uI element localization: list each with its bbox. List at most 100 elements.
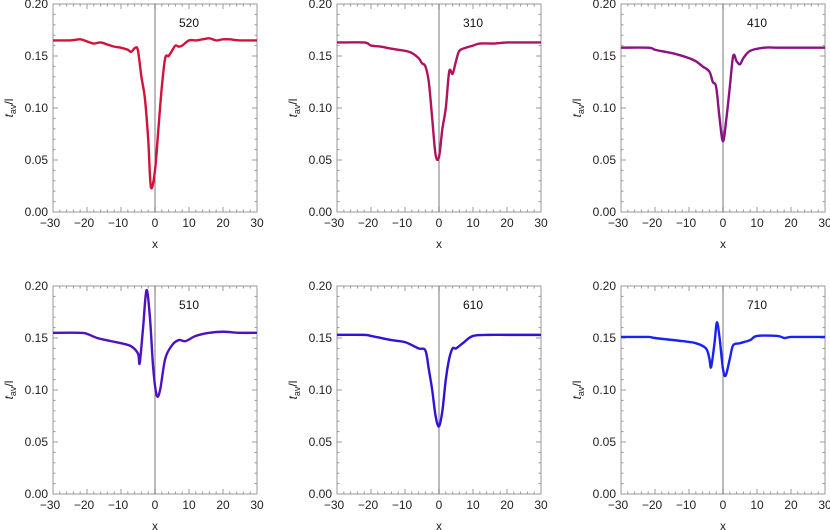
subplot-520: −30 −20 −10 0 10 20 30 0.00 0.05 0.10 0.15 0.20 x tav… [2, 0, 264, 251]
y-tick-label: 0.15 [309, 49, 333, 63]
series-line [336, 41, 542, 162]
x-axis-label: x [152, 519, 158, 530]
x-axis-label: x [720, 237, 726, 251]
x-tick-label: −10 [676, 498, 697, 512]
x-axis-label: x [720, 519, 726, 530]
y-tick-label: 0.20 [25, 279, 49, 293]
x-tick-label: −10 [676, 216, 697, 230]
y-tick-label: 0.00 [593, 205, 617, 219]
x-tick-label: −10 [108, 216, 129, 230]
x-tick-label: −30 [324, 216, 345, 230]
y-axis-label: tav/l [286, 99, 302, 118]
x-tick-label: 10 [466, 498, 480, 512]
x-tick-label: 20 [500, 216, 514, 230]
x-tick-label: 0 [720, 216, 727, 230]
y-tick-label: 0.00 [25, 205, 49, 219]
series-line [620, 46, 825, 143]
x-tick-label: 10 [466, 216, 480, 230]
y-tick-label: 0.00 [25, 487, 49, 501]
x-tick-label: −30 [40, 216, 61, 230]
y-tick-label: 0.00 [309, 205, 333, 219]
y-tick-label: 0.10 [25, 383, 49, 397]
y-tick-label: 0.05 [309, 153, 333, 167]
subplot-510: −30 −20 −10 0 10 20 30 0.00 0.05 0.10 0.15 0.20 x tav… [2, 279, 264, 530]
y-tick-label: 0.15 [25, 331, 49, 345]
x-tick-label: 30 [534, 498, 548, 512]
y-tick-label: 0.10 [309, 101, 333, 115]
x-tick-label: 20 [216, 216, 230, 230]
x-tick-label: 30 [818, 216, 830, 230]
x-tick-label: −20 [642, 216, 663, 230]
x-tick-label: 0 [720, 498, 727, 512]
x-tick-label: 30 [818, 498, 830, 512]
x-tick-label: 10 [750, 498, 764, 512]
x-tick-label: 10 [182, 498, 196, 512]
y-tick-label: 0.15 [593, 49, 617, 63]
x-tick-label: 0 [436, 216, 443, 230]
y-tick-label: 0.10 [593, 383, 617, 397]
x-tick-label: −20 [74, 498, 95, 512]
y-tick-label: 0.20 [309, 279, 333, 293]
panel-annotation: 510 [179, 298, 199, 312]
y-tick-label: 0.15 [309, 331, 333, 345]
x-axis-label: x [436, 519, 442, 530]
x-axis-label: x [152, 237, 158, 251]
panel-annotation: 310 [463, 16, 483, 30]
x-tick-label: −20 [358, 216, 379, 230]
x-tick-label: −10 [392, 498, 413, 512]
x-tick-label: 30 [250, 216, 264, 230]
y-tick-label: 0.20 [593, 279, 617, 293]
panel-annotation: 520 [179, 16, 199, 30]
series-line [52, 288, 258, 398]
x-tick-label: 10 [750, 216, 764, 230]
subplot-610: −30 −20 −10 0 10 20 30 0.00 0.05 0.10 0.15 0.20 x tav… [286, 279, 548, 530]
x-tick-label: 20 [784, 498, 798, 512]
series-line [336, 333, 541, 428]
y-axis-label: tav/l [2, 99, 18, 118]
panel-annotation: 710 [747, 298, 767, 312]
x-tick-label: 0 [436, 498, 443, 512]
x-tick-label: −10 [108, 498, 129, 512]
series-line [620, 321, 825, 378]
y-tick-label: 0.15 [25, 49, 49, 63]
x-tick-label: −30 [324, 498, 345, 512]
x-tick-label: 20 [216, 498, 230, 512]
panel-annotation: 410 [747, 16, 767, 30]
x-axis-label: x [436, 237, 442, 251]
y-tick-label: 0.15 [593, 331, 617, 345]
x-tick-label: 30 [250, 498, 264, 512]
y-axis-label: tav/l [570, 99, 586, 118]
x-tick-label: 30 [534, 216, 548, 230]
panel-annotation: 610 [463, 298, 483, 312]
y-tick-label: 0.05 [593, 153, 617, 167]
x-tick-label: −30 [40, 498, 61, 512]
series-line [52, 37, 258, 190]
y-tick-label: 0.20 [593, 0, 617, 11]
y-axis-label: tav/l [2, 381, 18, 400]
x-tick-label: −30 [608, 498, 629, 512]
x-tick-label: −20 [642, 498, 663, 512]
subplot-410: −30 −20 −10 0 10 20 30 0.00 0.05 0.10 0.15 0.20 x tav… [570, 0, 830, 251]
y-tick-label: 0.05 [25, 435, 49, 449]
y-tick-label: 0.05 [593, 435, 617, 449]
x-tick-label: 10 [182, 216, 196, 230]
y-axis-label: tav/l [570, 381, 586, 400]
subplot-710: −30 −20 −10 0 10 20 30 0.00 0.05 0.10 0.15 0.20 x tav… [570, 279, 830, 530]
y-tick-label: 0.10 [25, 101, 49, 115]
x-tick-label: −30 [608, 216, 629, 230]
y-tick-label: 0.20 [309, 0, 333, 11]
y-tick-label: 0.05 [25, 153, 49, 167]
y-tick-label: 0.00 [593, 487, 617, 501]
x-tick-label: −20 [74, 216, 95, 230]
y-tick-label: 0.10 [593, 101, 617, 115]
x-tick-label: 0 [152, 498, 159, 512]
y-tick-label: 0.20 [25, 0, 49, 11]
y-tick-label: 0.05 [309, 435, 333, 449]
x-tick-label: −20 [358, 498, 379, 512]
y-tick-label: 0.10 [309, 383, 333, 397]
y-axis-label: tav/l [286, 381, 302, 400]
x-tick-label: −10 [392, 216, 413, 230]
subplot-310: −30 −20 −10 0 10 20 30 0.00 0.05 0.10 0.15 0.20 x tav… [286, 0, 548, 251]
x-tick-label: 0 [152, 216, 159, 230]
